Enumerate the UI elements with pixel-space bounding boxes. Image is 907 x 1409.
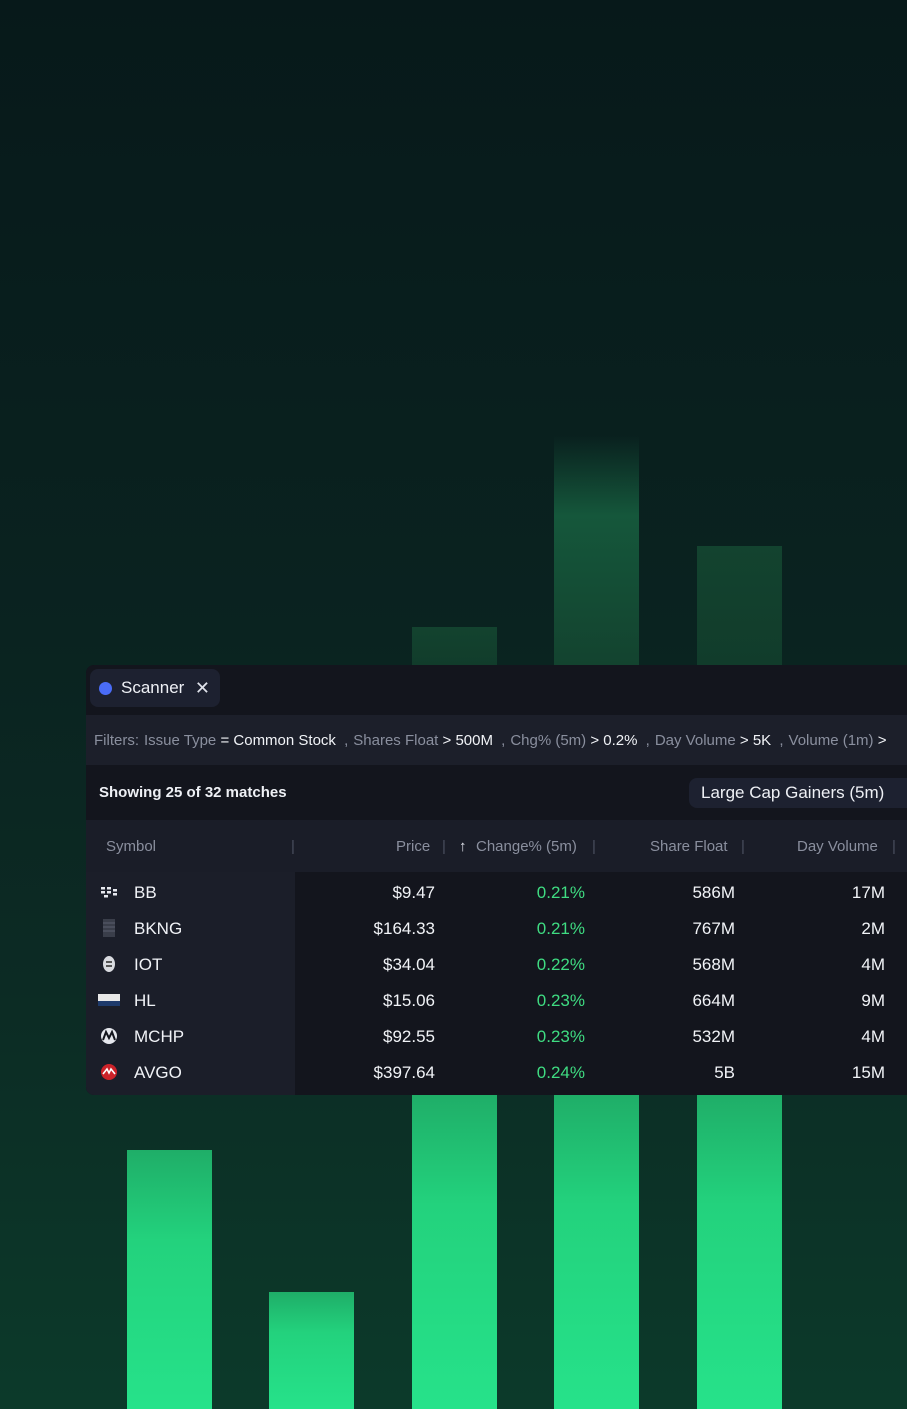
row-symbol: BB (134, 883, 157, 902)
row-volume: 17M (851, 883, 885, 902)
row-volume: 4M (861, 1027, 885, 1046)
filter-op: > (739, 731, 749, 749)
row-symbol: MCHP (134, 1027, 185, 1046)
filter-key: Shares Float (353, 731, 439, 749)
filter-key: Volume (1m) (788, 731, 874, 749)
table-row[interactable]: MCHP $92.55 0.23% 532M 4M (86, 1019, 907, 1055)
filter-op: = (220, 731, 230, 749)
column-header-change[interactable]: Change% (5m) (476, 838, 577, 855)
column-header-symbol[interactable]: Symbol (106, 838, 157, 855)
background-bar (269, 1292, 354, 1409)
row-price: $34.04 (383, 955, 435, 974)
tab-scanner[interactable]: Scanner ✕ (90, 669, 220, 707)
row-change: 0.21% (536, 883, 585, 902)
row-change: 0.21% (536, 919, 585, 938)
column-divider[interactable]: | (291, 838, 295, 855)
booking-icon (98, 919, 120, 937)
row-float: 568M (692, 955, 735, 974)
match-count: Showing 25 of 32 matches (99, 784, 287, 801)
close-icon[interactable]: ✕ (194, 677, 210, 698)
scanner-panel: Scanner ✕ Filters: Issue Type = Common S… (86, 665, 907, 1095)
row-symbol: HL (134, 991, 156, 1010)
background-bar (127, 1150, 212, 1409)
background-bar (697, 1095, 782, 1409)
row-price: $15.06 (383, 991, 435, 1010)
row-change: 0.23% (536, 1027, 585, 1046)
sort-arrow-icon[interactable]: ↑ (459, 838, 467, 855)
results-table: Symbol | Price | ↑ Change% (5m) | Share … (86, 820, 907, 1095)
table-row[interactable]: AVGO $397.64 0.24% 5B 15M (86, 1055, 907, 1091)
row-volume: 15M (851, 1063, 885, 1082)
broadcom-icon (98, 1063, 120, 1081)
background-bar (412, 1095, 497, 1409)
row-float: 5B (714, 1063, 735, 1082)
hecla-icon (98, 991, 120, 1009)
row-float: 586M (692, 883, 735, 902)
filters-label: Filters: (94, 731, 139, 749)
tab-bar: Scanner ✕ (86, 665, 907, 711)
table-row[interactable]: IOT $34.04 0.22% 568M 4M (86, 947, 907, 983)
row-float: 532M (692, 1027, 735, 1046)
filter-value: 500M (455, 731, 493, 749)
table-row[interactable]: BKNG $164.33 0.21% 767M 2M (86, 911, 907, 947)
samsara-icon (98, 955, 120, 973)
filter-value: Common Stock (233, 731, 336, 749)
table-row[interactable]: BB $9.47 0.21% 586M 17M (86, 875, 907, 911)
row-price: $92.55 (383, 1027, 435, 1046)
microchip-icon (98, 1027, 120, 1045)
table-header: Symbol | Price | ↑ Change% (5m) | Share … (86, 820, 907, 872)
row-price: $9.47 (392, 883, 435, 902)
background-bar (554, 435, 639, 665)
column-divider[interactable]: | (442, 838, 446, 855)
filter-key: Day Volume (654, 731, 736, 749)
row-volume: 9M (861, 991, 885, 1010)
preset-selector[interactable]: Large Cap Gainers (5m) (689, 778, 907, 808)
column-header-volume[interactable]: Day Volume (797, 838, 878, 855)
row-price: $397.64 (373, 1063, 435, 1082)
column-divider[interactable]: | (741, 838, 745, 855)
column-header-float[interactable]: Share Float (650, 838, 728, 855)
filter-op: > (590, 731, 600, 749)
filter-bar[interactable]: Filters: Issue Type = Common Stock , Sha… (86, 715, 907, 765)
row-float: 767M (692, 919, 735, 938)
filter-key: Chg% (5m) (510, 731, 587, 749)
row-symbol: IOT (134, 955, 163, 974)
summary-bar: Showing 25 of 32 matches Large Cap Gaine… (86, 765, 907, 820)
filter-op: > (442, 731, 452, 749)
table-row[interactable]: HL $15.06 0.23% 664M 9M (86, 983, 907, 1019)
background-bar (412, 627, 497, 665)
filter-key: Issue Type (144, 731, 217, 749)
column-divider[interactable]: | (592, 838, 596, 855)
row-volume: 4M (861, 955, 885, 974)
filter-op: > (877, 731, 887, 749)
filter-value: 0.2% (603, 731, 638, 749)
background-bar (554, 1095, 639, 1409)
row-change: 0.23% (536, 991, 585, 1010)
row-symbol: BKNG (134, 919, 183, 938)
status-dot-icon (99, 681, 112, 695)
row-change: 0.24% (536, 1063, 585, 1082)
tab-label: Scanner (121, 678, 185, 697)
row-change: 0.22% (536, 955, 585, 974)
blackberry-icon (98, 883, 120, 901)
row-price: $164.33 (373, 919, 435, 938)
background-bar (697, 546, 782, 665)
column-header-price[interactable]: Price (396, 838, 431, 855)
row-symbol: AVGO (134, 1063, 182, 1082)
row-float: 664M (692, 991, 735, 1010)
column-divider[interactable]: | (892, 838, 896, 855)
row-volume: 2M (861, 919, 885, 938)
filter-value: 5K (752, 731, 772, 749)
